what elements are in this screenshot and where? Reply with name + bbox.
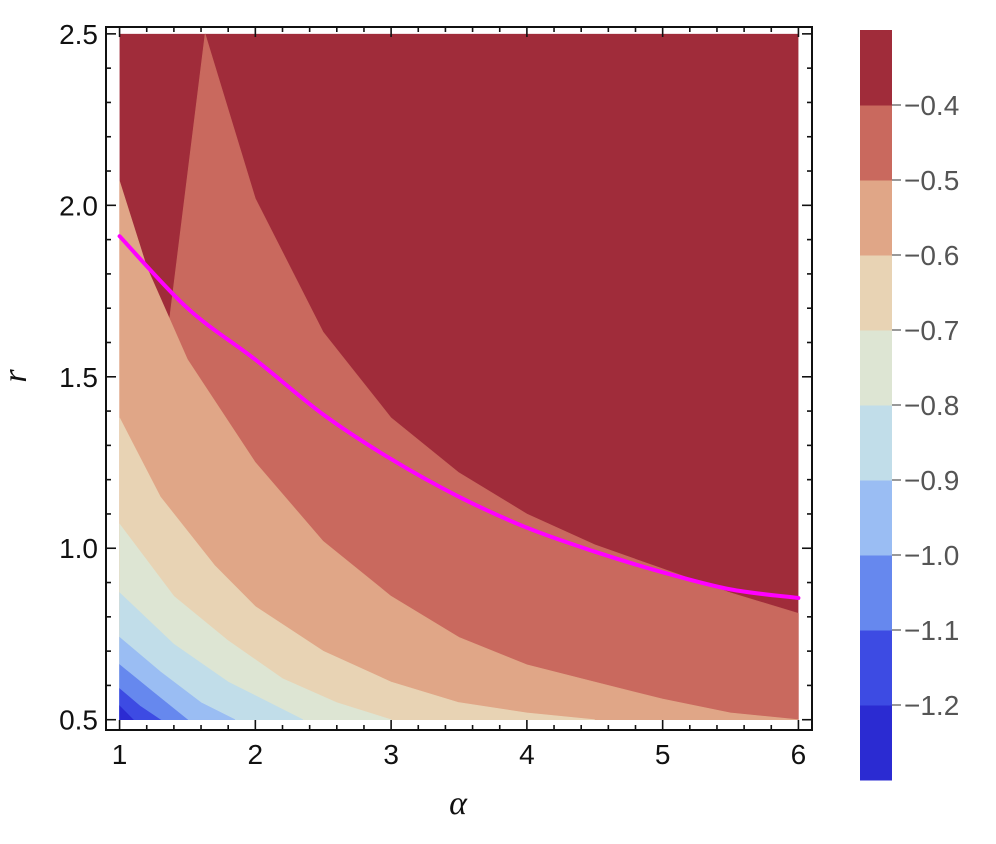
colorbar-label: −0.9 (904, 465, 959, 496)
x-axis-title: α (449, 785, 468, 822)
contour-band (119, 181, 799, 721)
magenta-curve (117, 234, 801, 600)
colorbar-swatch (860, 330, 892, 406)
colorbar-label: −0.7 (904, 315, 959, 346)
x-tick-label: 4 (519, 739, 535, 770)
contour-band (119, 688, 162, 721)
colorbar-swatch (860, 405, 892, 481)
colorbar-swatch (860, 480, 892, 556)
colorbar-label: −1.2 (904, 690, 959, 721)
x-tick-label: 5 (655, 739, 671, 770)
colorbar-label: −1.1 (904, 615, 959, 646)
y-tick-label: 2.5 (59, 19, 98, 50)
y-tick-label: 0.5 (59, 705, 98, 736)
curve-layer (117, 234, 801, 600)
colorbar-swatch (860, 30, 892, 106)
y-tick-label: 1.0 (59, 533, 98, 564)
colorbar-label: −1.0 (904, 540, 959, 571)
plot-frame (105, 26, 813, 731)
contour-band (119, 705, 134, 721)
x-tick-label: 2 (248, 739, 264, 770)
colorbar-swatch (860, 105, 892, 181)
y-tick-label: 1.5 (59, 362, 98, 393)
y-axis-title: r (0, 369, 34, 383)
colorbar-label: −0.8 (904, 390, 959, 421)
x-tick-label: 1 (112, 739, 128, 770)
x-tick-label: 3 (383, 739, 399, 770)
x-tick-labels: 1 2 3 4 5 6 (112, 739, 806, 770)
colorbar-swatch (860, 555, 892, 631)
contour-bands (119, 33, 799, 721)
axis-ticks (106, 27, 812, 730)
x-tick-label: 6 (791, 739, 807, 770)
colorbar-swatch (860, 630, 892, 706)
y-tick-labels: 0.5 1.0 1.5 2.0 2.5 (59, 19, 98, 736)
y-tick-label: 2.0 (59, 190, 98, 221)
colorbar-label: −0.6 (904, 240, 959, 271)
colorbar-swatch (860, 255, 892, 331)
colorbar-swatch (860, 180, 892, 256)
contour-band (119, 417, 595, 721)
colorbar-swatch (860, 705, 892, 781)
colorbar: −0.4 −0.5 −0.6 −0.7 −0.8 −0.9 −1.0 −1.1 −1.2 (860, 30, 959, 781)
colorbar-label: −0.4 (904, 90, 959, 121)
colorbar-label: −0.5 (904, 165, 959, 196)
